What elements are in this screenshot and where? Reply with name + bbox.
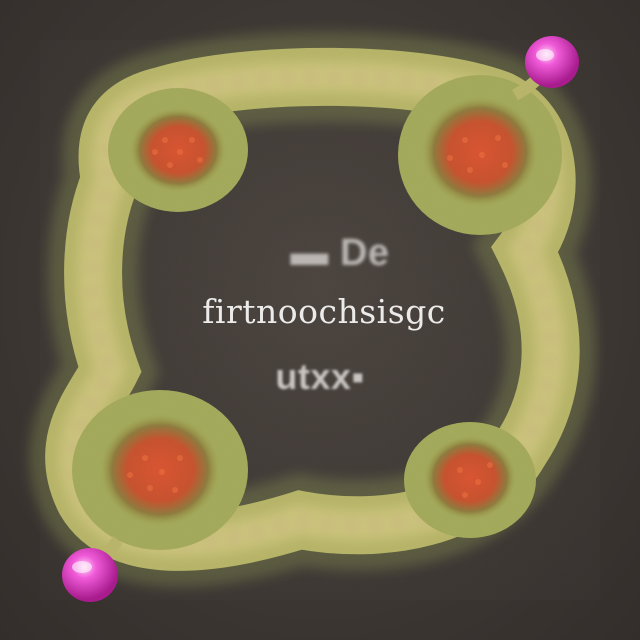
center-text: firtnoochsisgc (202, 292, 446, 331)
blurred-text-bottom: utxx▪ (275, 356, 365, 397)
cap-bottom-left (62, 548, 118, 602)
cap-top-right-shine (536, 49, 554, 61)
blurred-text-top: ▬ De (290, 232, 390, 274)
cap-top-right (525, 36, 579, 88)
grain-overlay (40, 40, 600, 600)
cap-bottom-left-shine (72, 561, 92, 573)
